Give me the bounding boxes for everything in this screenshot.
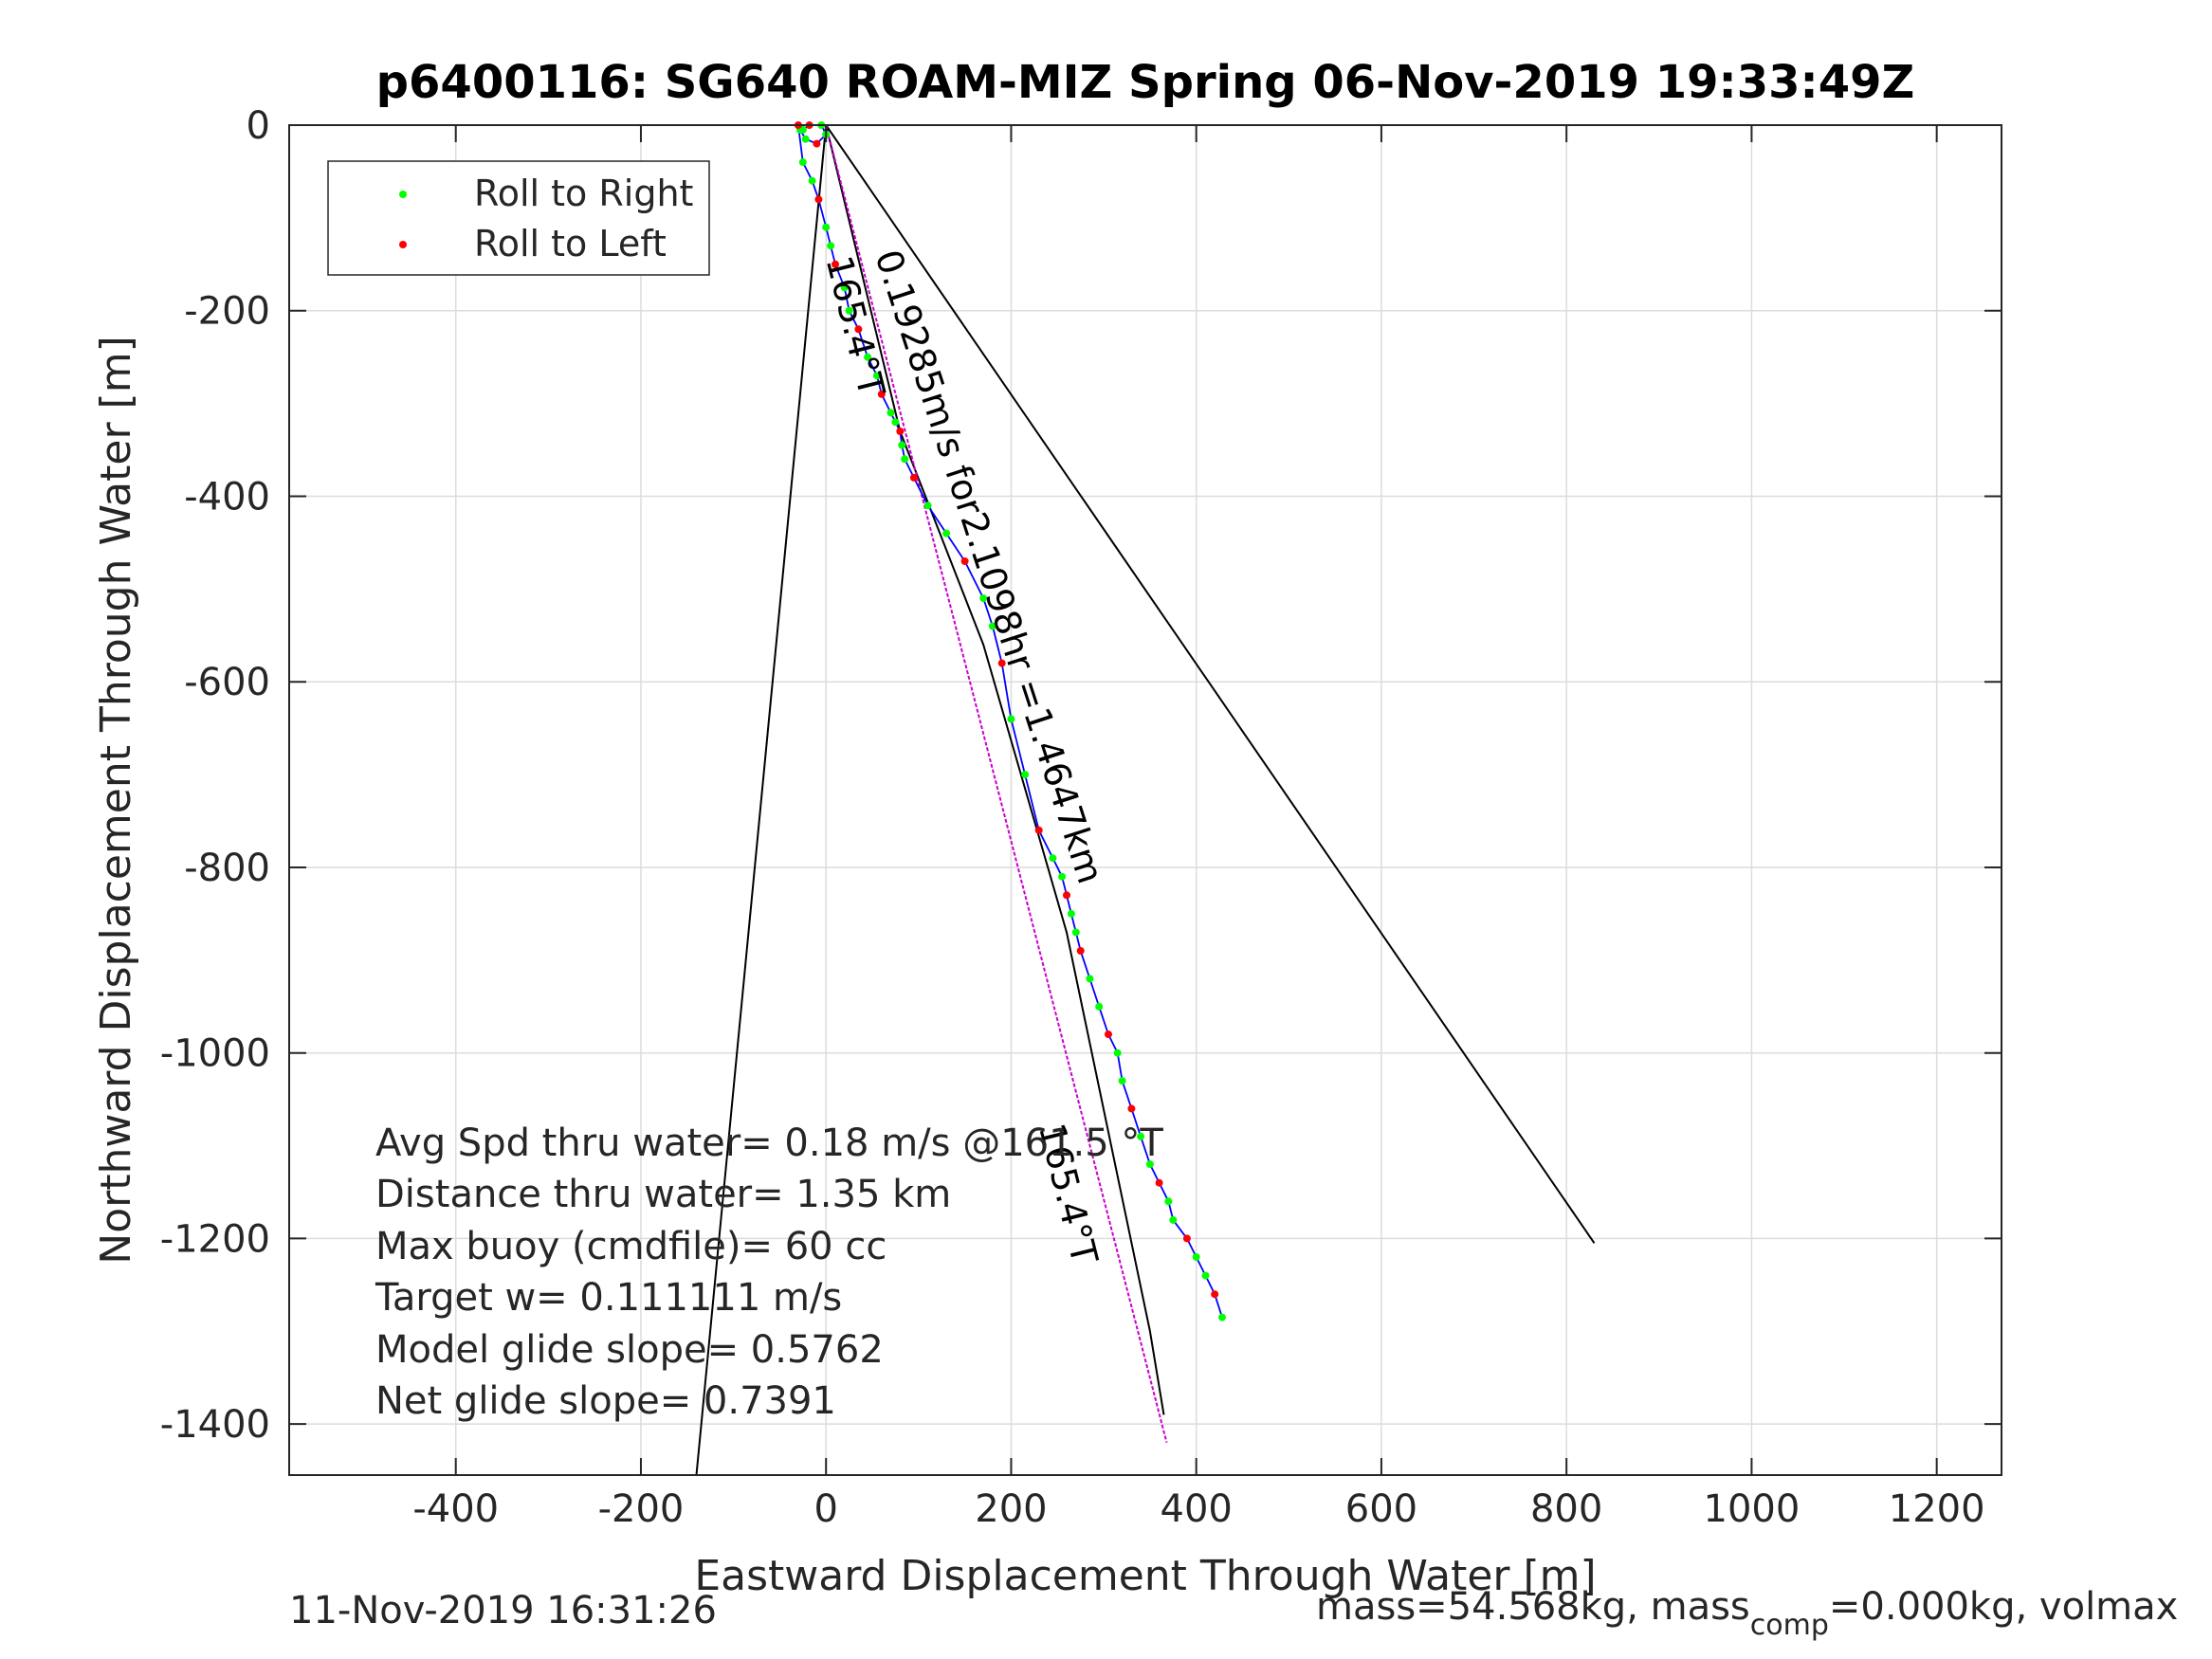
legend-marker-roll-right	[399, 191, 407, 198]
roll-right-marker	[1071, 928, 1080, 937]
x-tick-label: 800	[1530, 1487, 1602, 1531]
roll-markers	[794, 121, 1226, 1322]
roll-right-marker	[864, 353, 872, 361]
roll-right-marker	[1164, 1197, 1173, 1206]
y-tick-label: 0	[247, 104, 270, 148]
roll-right-marker	[891, 418, 900, 427]
y-tick-label: -1000	[160, 1032, 270, 1076]
roll-left-marker	[1155, 1178, 1163, 1187]
roll-right-marker	[898, 441, 906, 449]
series-line-4	[825, 124, 1596, 1244]
footer-mass-prefix: mass=54.568kg, mass	[1316, 1585, 1750, 1629]
roll-right-marker	[988, 622, 996, 630]
footer-mass-suffix: =0.000kg, volmax	[1829, 1585, 2178, 1629]
footer-mass-subscript: comp	[1750, 1609, 1829, 1642]
roll-left-marker	[832, 260, 839, 268]
roll-left-marker	[1034, 826, 1043, 834]
roll-right-marker	[872, 372, 881, 380]
roll-right-marker	[942, 529, 951, 538]
roll-right-marker	[822, 223, 831, 231]
legend-marker-roll-left	[399, 241, 407, 248]
roll-left-marker	[814, 195, 823, 204]
roll-right-marker	[1192, 1253, 1200, 1261]
stat-model-glide-slope: Model glide slope= 0.5762	[375, 1328, 884, 1372]
roll-left-marker	[997, 659, 1006, 667]
roll-right-marker	[901, 455, 909, 464]
stat-max-buoy: Max buoy (cmdfile)= 60 cc	[375, 1225, 887, 1268]
y-tick-label: -400	[184, 475, 270, 519]
y-axis-label: Northward Displacement Through Water [m]	[92, 336, 140, 1264]
stat-net-glide-slope: Net glide slope= 0.7391	[375, 1379, 836, 1423]
roll-left-marker	[1182, 1234, 1191, 1243]
footer-mass: mass=54.568kg, masscomp=0.000kg, volmax	[1316, 1585, 2178, 1642]
roll-left-marker	[854, 325, 863, 334]
roll-right-marker	[827, 242, 835, 250]
roll-right-marker	[1067, 909, 1075, 918]
roll-right-marker	[923, 501, 932, 510]
roll-right-marker	[887, 409, 895, 417]
roll-right-marker	[798, 158, 807, 167]
roll-left-marker	[813, 139, 821, 148]
chart-title: p6400116: SG640 ROAM-MIZ Spring 06-Nov-2…	[376, 56, 1915, 109]
roll-left-marker	[877, 390, 886, 398]
x-tick-label: 400	[1161, 1487, 1233, 1531]
roll-right-marker	[1137, 1132, 1145, 1140]
x-tick-label: 1200	[1889, 1487, 1985, 1531]
stat-distance: Distance thru water= 1.35 km	[375, 1173, 951, 1216]
series-line-1	[825, 124, 1168, 1443]
roll-right-marker	[1118, 1077, 1126, 1085]
series-line-3	[695, 124, 828, 1476]
stats-block: Avg Spd thru water= 0.18 m/s @161.5 °T D…	[375, 1121, 1163, 1423]
plot-frame	[288, 124, 2002, 1476]
roll-left-marker	[960, 557, 969, 565]
roll-left-marker	[909, 473, 918, 482]
y-tick-label: -200	[184, 290, 270, 334]
y-tick-label: -800	[184, 847, 270, 890]
y-tick-label: -1400	[160, 1403, 270, 1447]
roll-right-marker	[1049, 854, 1057, 863]
roll-right-marker	[1113, 1048, 1122, 1057]
roll-right-marker	[1095, 1002, 1104, 1011]
roll-right-marker	[1169, 1215, 1178, 1224]
roll-left-marker	[1211, 1290, 1219, 1299]
roll-right-marker	[1021, 771, 1030, 779]
legend-label-roll-left: Roll to Left	[474, 223, 667, 264]
roll-left-marker	[1105, 1030, 1112, 1039]
x-tick-label: 0	[814, 1487, 837, 1531]
stat-avg-speed: Avg Spd thru water= 0.18 m/s @161.5 °T	[375, 1121, 1163, 1165]
legend-box	[327, 160, 710, 276]
roll-left-marker	[1127, 1104, 1136, 1113]
y-tick-label: -600	[184, 661, 270, 704]
x-tick-label: -400	[412, 1487, 499, 1531]
stat-target-w: Target w= 0.111111 m/s	[375, 1276, 842, 1320]
legend-label-roll-right: Roll to Right	[474, 173, 693, 214]
legend: Roll to Right Roll to Left	[327, 160, 710, 276]
roll-right-marker	[1201, 1271, 1210, 1280]
roll-right-marker	[845, 306, 853, 315]
roll-right-marker	[1145, 1160, 1154, 1169]
roll-right-marker	[1007, 715, 1015, 723]
x-axis-label: Eastward Displacement Through Water [m]	[694, 1552, 1596, 1600]
x-tick-label: 1000	[1704, 1487, 1801, 1531]
roll-right-marker	[979, 594, 988, 603]
roll-left-marker	[1076, 947, 1085, 955]
series-line-2	[825, 124, 1165, 1415]
roll-right-marker	[1218, 1313, 1226, 1322]
roll-right-marker	[1086, 975, 1094, 983]
x-tick-label: 600	[1345, 1487, 1417, 1531]
roll-right-marker	[840, 283, 849, 292]
x-tick-label: 200	[975, 1487, 1047, 1531]
roll-right-marker	[808, 176, 816, 185]
roll-left-marker	[1063, 891, 1070, 900]
roll-right-marker	[1058, 872, 1067, 881]
y-tick-label: -1200	[160, 1217, 270, 1261]
x-tick-label: -200	[598, 1487, 685, 1531]
roll-right-marker	[801, 135, 810, 143]
roll-left-marker	[896, 428, 905, 435]
axis-ticks: -400 -200 0 200 400 600 800 1000 1200 0 -200 -400 -6…	[160, 104, 2002, 1531]
footer-timestamp: 11-Nov-2019 16:31:26	[289, 1589, 717, 1632]
plot-area	[289, 125, 2002, 1475]
